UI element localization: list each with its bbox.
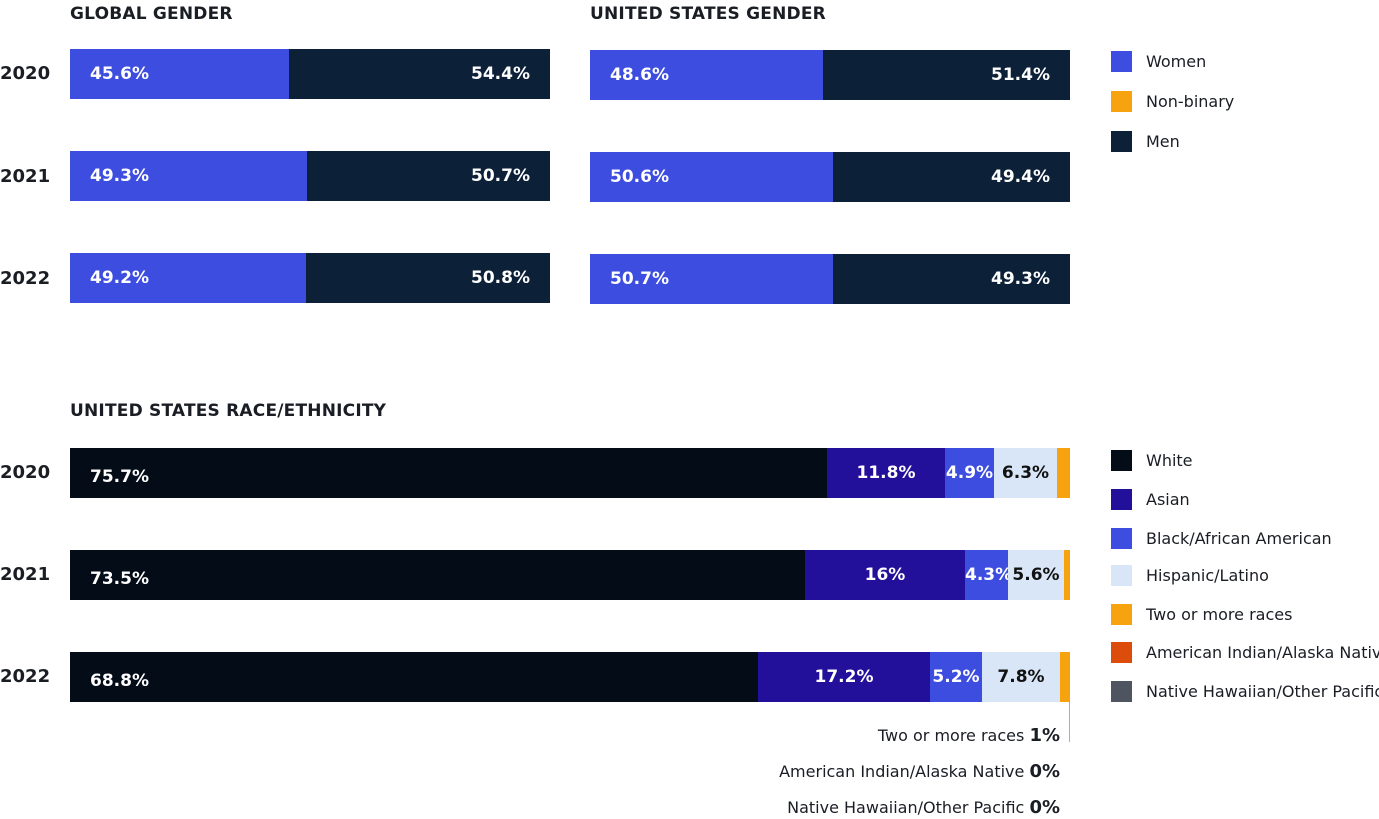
legend-label-two-or-more: Two or more races [1146,605,1293,624]
data-label: 51.4% [991,65,1050,85]
bar-segment-hispanic [994,448,1057,498]
annotation-two-or-more: Two or more races 1% [877,725,1060,746]
annotation-leader-line [1069,702,1070,742]
data-label: 49.3% [991,269,1050,289]
year-label: 2022 [0,666,51,687]
year-label: 2021 [0,166,51,187]
bar-segment-women [70,253,307,303]
legend-label-hispanic: Hispanic/Latino [1146,566,1269,585]
stacked-bar-2020: 48.6%0%51.4% [590,50,1070,100]
us-gender-title: UNITED STATES GENDER [590,4,826,24]
legend-swatch-two-or-more [1111,604,1132,625]
bar-segment-two-or-more [1064,550,1070,600]
legend-swatch-white [1111,450,1132,471]
data-label: 50.6% [610,167,669,187]
legend-swatch-hispanic [1111,565,1132,586]
bar-segment-women [590,152,833,202]
legend-label-black: Black/African American [1146,529,1332,548]
annotation-american-indian: American Indian/Alaska Native 0% [779,761,1060,782]
bar-segment-women [70,49,289,99]
legend-swatch-black [1111,528,1132,549]
bar-segment-two-or-more [1057,448,1070,498]
year-label: 2020 [0,462,51,483]
stacked-bar-2020: 45.6%0%54.4% [70,49,550,99]
legend-label-american-indian: American Indian/Alaska Native [1146,643,1379,662]
bar-segment-men [288,49,550,99]
legend-swatch-women [1111,51,1132,72]
data-label: 49.2% [90,268,149,288]
data-label: 17.2% [814,667,874,687]
year-label: 2022 [0,268,51,289]
bar-segment-hispanic [1008,550,1064,600]
data-label: 16% [864,565,906,585]
data-label: 73.5% [90,569,149,589]
data-label: 54.4% [471,64,530,84]
data-label: 5.2% [932,667,980,687]
legend-label-nonbinary: Non-binary [1146,92,1235,111]
bar-segment-women [590,50,824,100]
bar-segment-white [70,550,805,600]
data-label: 49.3% [90,166,149,186]
bar-segment-men [823,50,1070,100]
data-label: 50.8% [471,268,530,288]
bar-segment-men [306,151,550,201]
year-label: 2020 [0,63,51,84]
annotation-native-hawaiian: Native Hawaiian/Other Pacific 0% [787,797,1060,818]
data-label: 50.7% [471,166,530,186]
data-label: 75.7% [90,467,149,487]
data-label: 48.6% [610,65,669,85]
bar-segment-black [930,652,982,702]
us-race-title: UNITED STATES RACE/ETHNICITY [70,401,387,421]
data-label: 5.6% [1012,565,1060,585]
stacked-bar-2022: 49.2%0%50.8% [70,253,550,303]
legend-label-women: Women [1146,52,1207,71]
bar-segment-men [832,152,1070,202]
bar-segment-women [70,151,307,201]
legend-label-men: Men [1146,132,1180,151]
stacked-bar-2021: 73.5% 16% 4.3% 5.6% [70,550,1070,600]
stacked-bar-2021: 49.3%0%50.7% [70,151,550,201]
data-label: 50.7% [610,269,669,289]
year-label: 2021 [0,564,51,585]
bar-segment-two-or-more [1060,652,1070,702]
data-label: 49.4% [991,167,1050,187]
bar-segment-men [306,253,550,303]
stacked-bar-2022: 68.8% 17.2% 5.2% 7.8% [70,652,1070,702]
stacked-bar-2021: 50.6%0%49.4% [590,152,1070,202]
data-label: 68.8% [90,671,149,691]
stacked-bar-2020: 75.7% 11.8% 4.9% 6.3% [70,448,1070,498]
bar-segment-black [945,448,994,498]
bar-segment-white [70,652,758,702]
bar-segment-asian [827,448,945,498]
bar-segment-men [833,254,1070,304]
bar-segment-asian [805,550,965,600]
data-label: 11.8% [856,463,916,483]
global-gender-title: GLOBAL GENDER [70,4,233,24]
data-label: 6.3% [1001,463,1050,483]
bar-segment-hispanic [982,652,1060,702]
legend-label-native-hawaiian: Native Hawaiian/Other Pacific [1146,682,1379,701]
legend-swatch-men [1111,131,1132,152]
bar-segment-black [965,550,1008,600]
bar-segment-asian [758,652,930,702]
legend-swatch-american-indian [1111,642,1132,663]
data-label: 4.9% [945,463,994,483]
legend-swatch-native-hawaiian [1111,681,1132,702]
legend-label-asian: Asian [1146,490,1190,509]
data-label: 7.8% [997,667,1045,687]
stacked-bar-2022: 50.7%0%49.3% [590,254,1070,304]
legend-label-white: White [1146,451,1193,470]
data-label: 45.6% [90,64,149,84]
legend-swatch-nonbinary [1111,91,1132,112]
data-label: 4.3% [965,565,1013,585]
bar-segment-white [70,448,827,498]
bar-segment-women [590,254,834,304]
legend-swatch-asian [1111,489,1132,510]
